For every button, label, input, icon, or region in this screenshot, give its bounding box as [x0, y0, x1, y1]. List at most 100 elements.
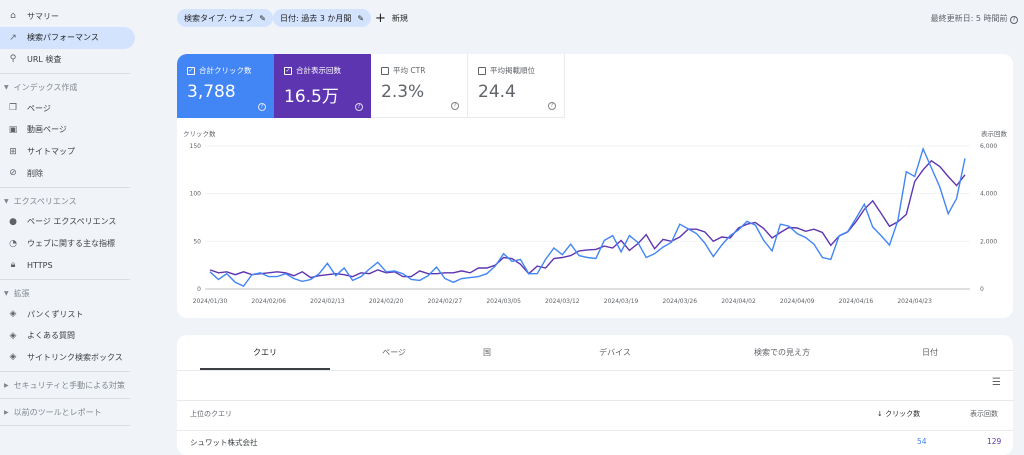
tab[interactable]: デバイス — [599, 348, 631, 357]
lock-icon: 🔒︎ — [10, 260, 16, 271]
checkbox[interactable]: ✓ — [187, 66, 195, 75]
sidebar-item-label: 削除 — [27, 168, 43, 178]
date-filter-chip[interactable]: 日付: 過去 3 か月間 ✎ — [273, 9, 372, 27]
chip-label: 検索タイプ: ウェブ — [184, 13, 254, 23]
tab[interactable]: 検索での見え方 — [754, 348, 810, 357]
help-icon[interactable]: ? — [1010, 16, 1018, 24]
metric-tile[interactable]: ✓ 合計クリック数 3,788? — [177, 54, 274, 118]
sidebar-item[interactable]: ◈ パンくずリスト — [0, 303, 135, 325]
left-axis-label: クリック数 — [183, 129, 216, 138]
sidebar-section-header[interactable]: ▼ 拡張 — [4, 288, 30, 299]
filter-rows-icon[interactable]: ☰ — [992, 377, 1001, 388]
divider — [0, 73, 130, 75]
x-tick-label: 2024/04/02 — [721, 298, 756, 305]
sidebar-item-label: ウェブに関する主な指標 — [27, 239, 115, 249]
caret-down-icon: ▼ — [4, 290, 9, 297]
caret-down-icon: ▼ — [4, 197, 9, 205]
section-title: エクスペリエンス — [13, 196, 77, 206]
left-tick-label: 150 — [190, 143, 202, 150]
sidebar-item-label: HTTPS — [27, 260, 53, 270]
impressions-series-line — [209, 159, 966, 279]
sidebar-item[interactable]: ◔ ウェブに関する主な指標 — [0, 233, 135, 255]
x-tick-label: 2024/02/13 — [310, 298, 345, 305]
checkbox[interactable] — [478, 66, 486, 75]
x-tick-label: 2024/04/23 — [897, 298, 932, 305]
tab[interactable]: ページ — [382, 348, 406, 357]
layers-icon: ◈ — [9, 330, 17, 341]
column-header-impressions[interactable]: 表示回数 — [970, 410, 998, 418]
search-icon: ⚲ — [9, 54, 17, 65]
x-tick-label: 2024/03/19 — [604, 298, 639, 305]
column-header-clicks[interactable]: ↓ クリック数 — [877, 409, 920, 419]
page-experience-icon: ● — [9, 216, 17, 227]
help-icon[interactable]: ? — [548, 102, 556, 110]
query-cell: シュワット株式会社 — [190, 438, 258, 447]
sidebar-section-header[interactable]: ▶ セキュリティと手動による対策 — [4, 380, 125, 391]
sidebar-item-label: パンくずリスト — [27, 309, 84, 319]
checkbox[interactable]: ✓ — [284, 66, 292, 75]
sidebar-item[interactable]: ◈ よくある質問 — [0, 325, 135, 347]
divider — [0, 279, 130, 280]
help-icon[interactable]: ? — [258, 103, 266, 111]
x-tick-label: 2024/03/12 — [545, 298, 580, 305]
tab[interactable]: クエリ — [200, 335, 330, 370]
report-table-card: クエリ ページ 国 デバイス 検索での見え方 日付 ☰ 上位のクエリ ↓ クリック数 表示… — [177, 335, 1013, 455]
layers-icon: ◈ — [9, 352, 17, 363]
help-icon[interactable]: ? — [451, 102, 459, 110]
sidebar-item-label: よくある質問 — [27, 331, 75, 341]
metric-tile[interactable]: ✓ 合計表示回数 16.5万? — [274, 54, 371, 118]
metric-tile[interactable]: 平均 CTR 2.3%? — [371, 54, 468, 118]
sidebar-item[interactable]: ⚲ URL 検査 — [0, 48, 135, 70]
sidebar-item[interactable]: ↗ 検索パフォーマンス — [0, 26, 135, 49]
sidebar-item[interactable]: ● ページ エクスペリエンス — [0, 211, 135, 233]
metric-label: 平均 CTR — [393, 66, 426, 75]
divider — [177, 400, 1013, 401]
arrow-down-icon: ↓ — [877, 410, 883, 418]
last-updated: 最終更新日: 5 時間前 ? — [931, 13, 1018, 24]
right-axis-label: 表示回数 — [981, 129, 1008, 138]
x-tick-label: 2024/02/20 — [369, 298, 404, 305]
divider — [177, 430, 1013, 431]
new-filter-button[interactable]: + 新規 — [375, 11, 408, 26]
sitemap-icon: ⊞ — [9, 146, 17, 157]
sidebar-section-header[interactable]: ▼ インデックス作成 — [4, 82, 77, 93]
x-tick-label: 2024/04/09 — [780, 298, 815, 305]
divider — [0, 398, 130, 400]
right-tick-label: 2,000 — [980, 238, 997, 245]
gauge-icon: ◔ — [9, 238, 17, 249]
x-tick-label: 2024/03/26 — [662, 298, 697, 305]
sidebar-item[interactable]: ❐ ページ — [0, 97, 135, 119]
sidebar: ⌂ サマリー ↗ 検索パフォーマンス ⚲ URL 検査 ▼ インデックス作成 ❐ ページ ▣ 動画ペー… — [0, 0, 165, 444]
caret-down-icon: ▼ — [4, 84, 9, 92]
tab[interactable]: 日付 — [922, 348, 938, 357]
trending-up-icon: ↗ — [9, 32, 17, 43]
sidebar-item[interactable]: ⌂ サマリー — [0, 5, 135, 27]
search-type-filter-chip[interactable]: 検索タイプ: ウェブ ✎ — [177, 9, 273, 27]
clicks-series-line — [209, 146, 966, 287]
sidebar-section-header[interactable]: ▼ エクスペリエンス — [4, 196, 77, 207]
divider — [0, 186, 130, 188]
divider — [0, 371, 130, 373]
sidebar-item-label: サイトマップ — [27, 147, 75, 156]
layers-icon: ◈ — [9, 309, 17, 319]
sidebar-item[interactable]: ◈ サイトリンク検索ボックス — [0, 346, 135, 368]
sidebar-item[interactable]: ⊞ サイトマップ — [0, 141, 135, 163]
metric-label: 合計クリック数 — [199, 66, 252, 75]
caret-right-icon: ▶ — [4, 409, 9, 417]
chip-label: 日付: 過去 3 か月間 — [280, 13, 352, 23]
right-tick-label: 6,000 — [980, 143, 997, 150]
metric-label: 平均掲載順位 — [490, 66, 535, 75]
help-icon[interactable]: ? — [355, 103, 363, 111]
sidebar-item[interactable]: ▣ 動画ページ — [0, 119, 135, 141]
sidebar-section-header[interactable]: ▶ 以前のツールとレポート — [4, 407, 102, 418]
tab[interactable]: 国 — [483, 348, 491, 357]
checkbox[interactable] — [381, 66, 389, 75]
sidebar-item[interactable]: ⊘ 削除 — [0, 162, 135, 184]
x-tick-label: 2024/03/05 — [486, 298, 521, 305]
last-updated-text: 最終更新日: 5 時間前 — [930, 14, 1008, 23]
metric-tile[interactable]: 平均掲載順位 24.4? — [468, 54, 565, 118]
performance-card: ✓ 合計クリック数 3,788? ✓ 合計表示回数 16.5万? 平均 CTR 2.3%? 平均… — [177, 54, 1013, 318]
sidebar-item[interactable]: 🔒︎ HTTPS — [0, 254, 135, 276]
pages-icon: ❐ — [8, 103, 18, 114]
divider — [177, 370, 1013, 371]
